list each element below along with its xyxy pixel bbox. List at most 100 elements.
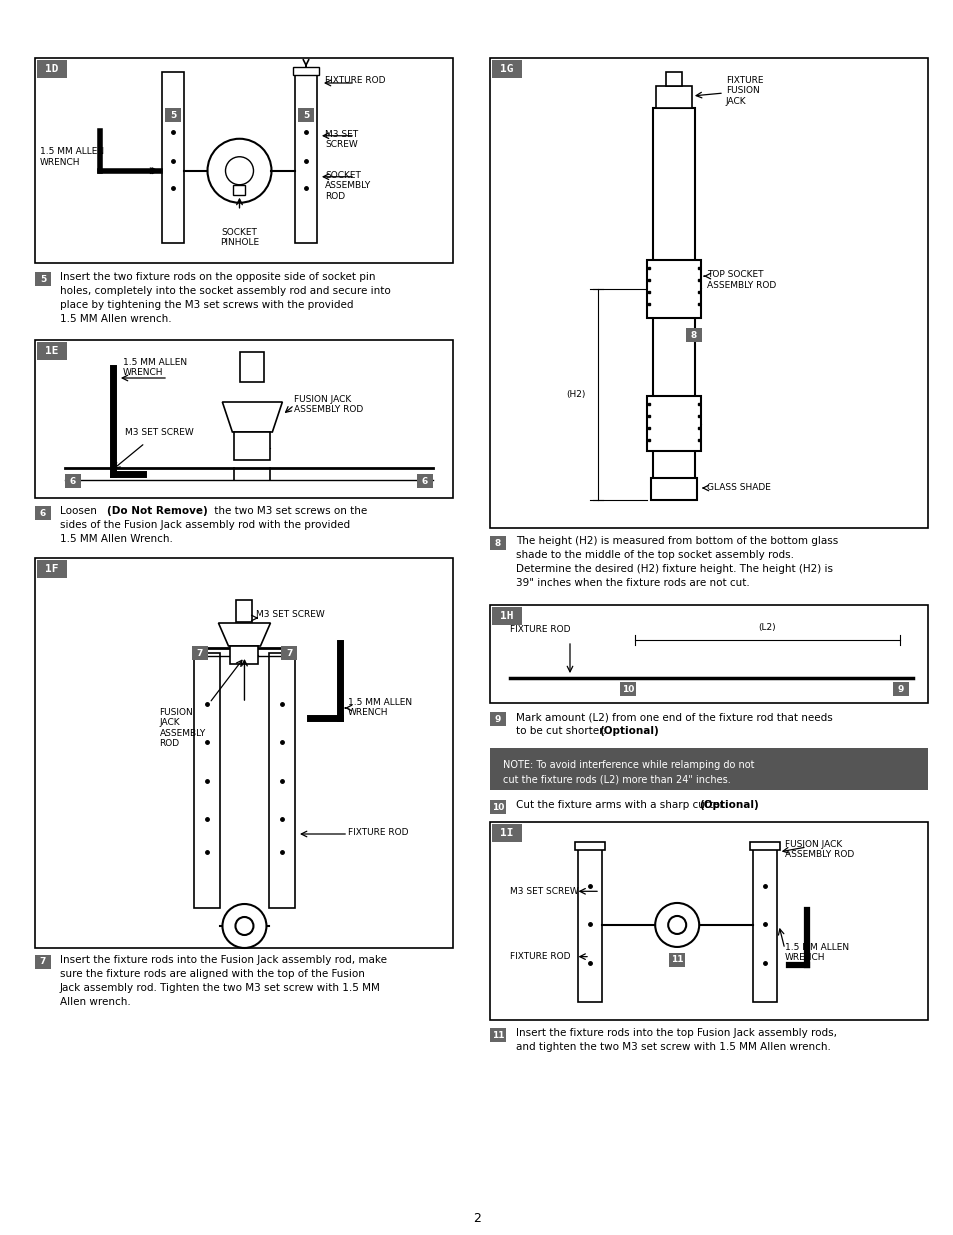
Text: GLASS SHADE: GLASS SHADE [706,483,770,492]
Text: SOCKET
PINHOLE: SOCKET PINHOLE [220,227,259,247]
Bar [652,107,694,498]
Text: to be cut shorter.: to be cut shorter. [516,726,608,736]
Bar [646,261,700,319]
Text: 10: 10 [621,684,634,694]
Bar [294,72,316,243]
Text: Determine the desired (H2) fixture height. The height (H2) is: Determine the desired (H2) fixture heigh… [516,564,832,574]
Text: 10: 10 [492,803,503,811]
Bar [35,340,453,498]
Text: 9: 9 [495,715,500,724]
Circle shape [235,918,253,935]
Text: (L2): (L2) [758,622,776,632]
Bar [492,824,521,842]
Bar [650,478,697,500]
Bar [193,653,219,908]
Bar [668,953,684,967]
Text: 1.5 MM ALLEN
WRENCH: 1.5 MM ALLEN WRENCH [40,147,104,167]
Text: FIXTURE ROD: FIXTURE ROD [510,625,570,634]
Bar [490,58,927,529]
Text: Allen wrench.: Allen wrench. [60,997,131,1007]
Bar [490,605,927,703]
Bar [240,352,264,382]
Text: FUSION
JACK
ASSEMBLY
ROD: FUSION JACK ASSEMBLY ROD [159,708,206,748]
Text: (Optional): (Optional) [598,726,658,736]
Bar [37,61,67,78]
Bar [234,432,270,459]
Text: TOP SOCKET
ASSEMBLY ROD: TOP SOCKET ASSEMBLY ROD [706,270,776,289]
Bar [749,842,779,850]
Text: 1.5 MM Allen Wrench.: 1.5 MM Allen Wrench. [60,534,172,543]
Circle shape [225,157,253,185]
Text: Loosen: Loosen [60,506,100,516]
Text: 6: 6 [70,477,76,485]
Text: 11: 11 [670,956,682,965]
Bar [646,396,700,452]
Text: (H2): (H2) [566,390,585,399]
Bar [165,109,181,122]
Text: shade to the middle of the top socket assembly rods.: shade to the middle of the top socket as… [516,550,793,559]
Text: sides of the Fusion Jack assembly rod with the provided: sides of the Fusion Jack assembly rod wi… [60,520,350,530]
Bar [35,955,51,969]
Text: and tighten the two M3 set screw with 1.5 MM Allen wrench.: and tighten the two M3 set screw with 1.… [516,1042,830,1052]
Text: sure the fixture rods are aligned with the top of the Fusion: sure the fixture rods are aligned with t… [60,969,364,979]
Text: the two M3 set screws on the: the two M3 set screws on the [211,506,367,516]
Bar [162,72,184,243]
Text: FUSION JACK
ASSEMBLY ROD: FUSION JACK ASSEMBLY ROD [784,840,853,860]
Bar [685,329,701,342]
Text: 5: 5 [302,111,309,120]
Bar [574,842,604,850]
Bar [892,682,908,697]
Bar [35,58,453,263]
Text: 39" inches when the fixture rods are not cut.: 39" inches when the fixture rods are not… [516,578,749,588]
Bar [35,506,51,520]
Text: 1.5 MM ALLEN
WRENCH: 1.5 MM ALLEN WRENCH [123,358,187,378]
Text: cut the fixture rods (L2) more than 24" inches.: cut the fixture rods (L2) more than 24" … [502,774,730,784]
Text: FIXTURE
FUSION
JACK: FIXTURE FUSION JACK [725,77,762,106]
Bar [490,1028,505,1042]
Bar [297,109,314,122]
Text: 5: 5 [170,111,176,120]
Text: Mark amount (L2) from one end of the fixture rod that needs: Mark amount (L2) from one end of the fix… [516,713,832,722]
Bar [231,646,258,664]
Bar [269,653,294,908]
Text: FUSION JACK
ASSEMBLY ROD: FUSION JACK ASSEMBLY ROD [294,395,363,415]
Bar [192,646,208,659]
Text: FIXTURE ROD: FIXTURE ROD [510,952,570,961]
Text: Insert the fixture rods into the top Fusion Jack assembly rods,: Insert the fixture rods into the top Fus… [516,1028,836,1037]
Circle shape [222,904,266,948]
Text: place by tightening the M3 set screws with the provided: place by tightening the M3 set screws wi… [60,300,354,310]
Text: 1F: 1F [45,564,59,574]
Text: 9: 9 [897,684,903,694]
Bar [752,847,776,1002]
Text: M3 SET
SCREW: M3 SET SCREW [325,130,357,149]
Text: 8: 8 [495,538,500,547]
Text: 1.5 MM ALLEN
WRENCH: 1.5 MM ALLEN WRENCH [348,698,412,718]
Bar [236,600,253,622]
Bar [416,474,433,488]
Bar [490,536,505,550]
Text: 1.5 MM Allen wrench.: 1.5 MM Allen wrench. [60,314,172,324]
Text: 1G: 1G [499,64,514,74]
Text: 1I: 1I [499,827,514,839]
Bar [35,272,51,287]
Bar [65,474,81,488]
Bar [37,342,67,359]
Text: 7: 7 [196,648,203,657]
Bar [233,185,245,195]
Text: The height (H2) is measured from bottom of the bottom glass: The height (H2) is measured from bottom … [516,536,838,546]
Text: Jack assembly rod. Tighten the two M3 set screw with 1.5 MM: Jack assembly rod. Tighten the two M3 se… [60,983,380,993]
Text: Cut the fixture arms with a sharp cutter.: Cut the fixture arms with a sharp cutter… [516,800,729,810]
Text: 7: 7 [286,648,292,657]
Bar [577,847,601,1002]
Text: 1D: 1D [45,64,59,74]
Text: FIXTURE ROD: FIXTURE ROD [325,77,385,85]
Text: 2: 2 [473,1212,480,1225]
Bar [492,606,521,625]
Text: SOCKET
ASSEMBLY
ROD: SOCKET ASSEMBLY ROD [325,170,371,200]
Text: 6: 6 [421,477,428,485]
Circle shape [208,138,272,203]
Bar [281,646,296,659]
Text: 1.5 MM ALLEN
WRENCH: 1.5 MM ALLEN WRENCH [784,944,848,962]
Text: Insert the two fixture rods on the opposite side of socket pin: Insert the two fixture rods on the oppos… [60,272,375,282]
Text: NOTE: To avoid interference while relamping do not: NOTE: To avoid interference while relamp… [502,760,754,769]
